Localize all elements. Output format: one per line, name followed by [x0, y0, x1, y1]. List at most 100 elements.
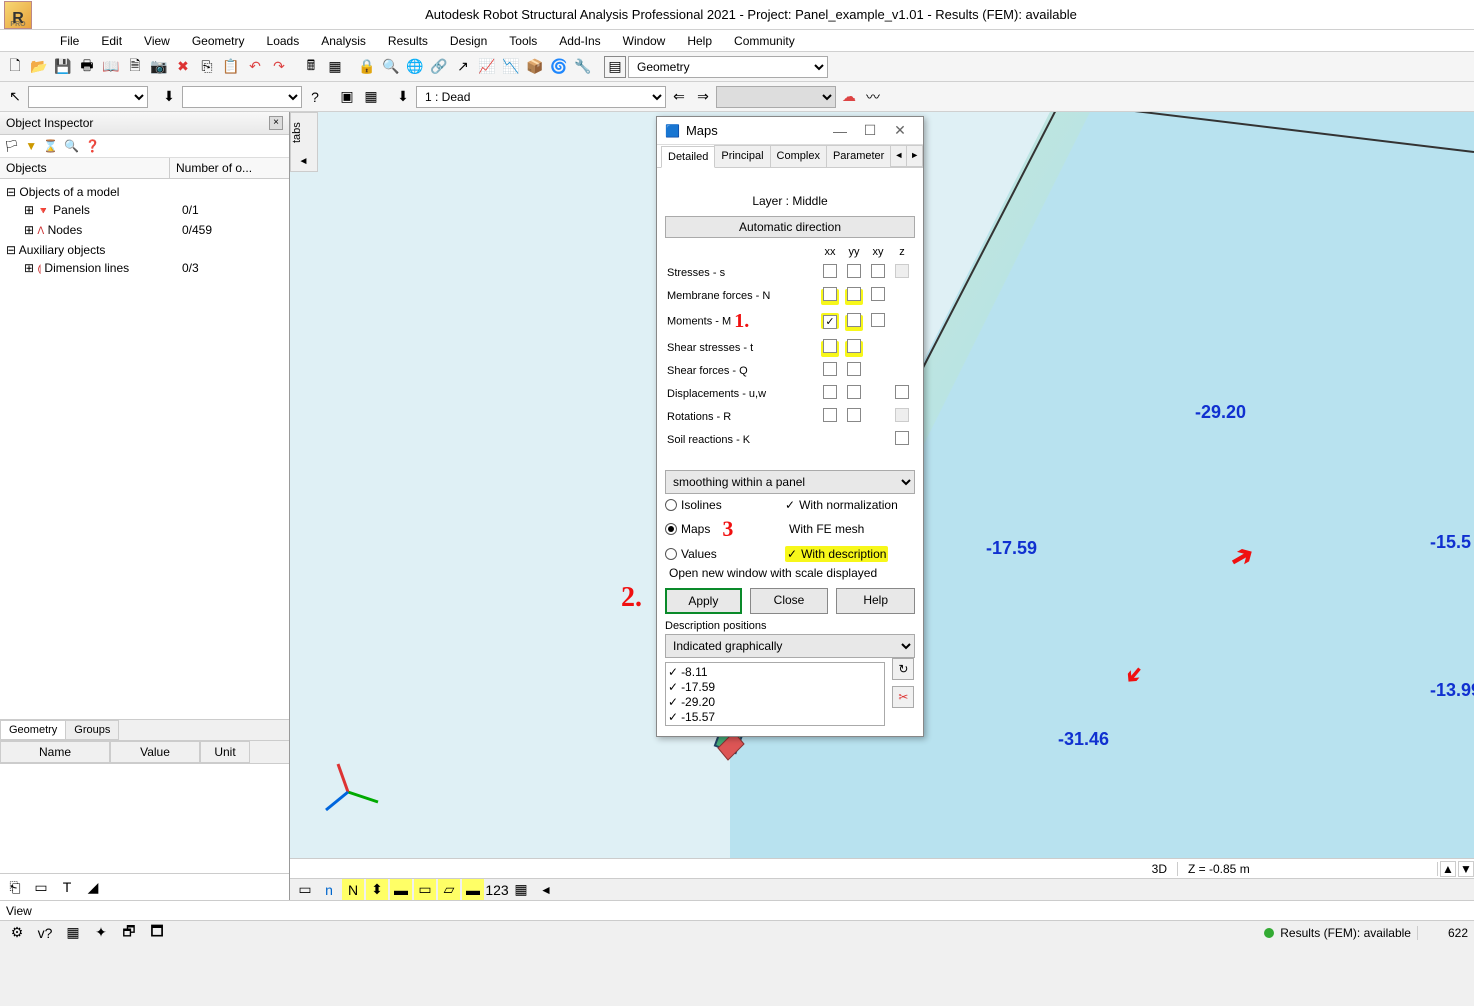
tree-item[interactable]: ⊞ ᐱ Nodes0/459: [6, 221, 283, 241]
wrench-icon[interactable]: 🔧: [572, 56, 594, 78]
tab-complex[interactable]: Complex: [770, 145, 827, 167]
undo-icon[interactable]: ↶: [244, 56, 266, 78]
load-prev-icon[interactable]: ⇐: [668, 86, 690, 108]
menu-add-ins[interactable]: Add-Ins: [549, 32, 610, 50]
loadcase-select[interactable]: 1 : Dead: [416, 86, 666, 108]
open-icon[interactable]: 📂: [28, 56, 50, 78]
cb-icon-6[interactable]: ▭: [414, 879, 436, 901]
filter2-icon[interactable]: ▼: [25, 139, 37, 153]
checkbox[interactable]: [895, 264, 909, 278]
chart2-icon[interactable]: 📉: [500, 56, 522, 78]
save-icon[interactable]: 💾: [52, 56, 74, 78]
delete-icon[interactable]: ✖: [172, 56, 194, 78]
cb-icon-10[interactable]: ▦: [510, 879, 532, 901]
menu-help[interactable]: Help: [677, 32, 722, 50]
filter1-icon[interactable]: 🏳: [4, 139, 19, 153]
info-icon[interactable]: ❓: [85, 139, 100, 153]
cb-icon-9[interactable]: 123: [486, 879, 508, 901]
checkbox[interactable]: [785, 498, 795, 512]
maps-titlebar[interactable]: 🟦 Maps — ☐ ✕: [657, 117, 923, 145]
grid-icon[interactable]: ▦: [360, 86, 382, 108]
auto-direction-button[interactable]: Automatic direction: [665, 216, 915, 238]
tab-prev-icon[interactable]: ◄: [890, 145, 907, 167]
menu-view[interactable]: View: [134, 32, 180, 50]
wave-icon[interactable]: 〰: [862, 86, 884, 108]
checkbox[interactable]: [871, 264, 885, 278]
checkbox[interactable]: [668, 665, 678, 680]
menu-design[interactable]: Design: [440, 32, 497, 50]
checkbox[interactable]: [847, 313, 861, 327]
sb-icon-4[interactable]: ✦: [90, 922, 112, 944]
sb-icon-3[interactable]: ▦: [62, 922, 84, 944]
sb-icon-2[interactable]: v?: [34, 922, 56, 944]
checkbox[interactable]: [823, 339, 837, 353]
checkbox[interactable]: [823, 315, 837, 329]
tab-detailed[interactable]: Detailed: [661, 146, 715, 168]
wind-icon[interactable]: 🌀: [548, 56, 570, 78]
checkbox[interactable]: [847, 408, 861, 422]
checkbox[interactable]: [668, 695, 678, 710]
desc-list-item[interactable]: -17.59: [668, 680, 882, 695]
maximize-icon[interactable]: ☐: [855, 122, 885, 139]
cb-icon-4[interactable]: ⬍: [366, 879, 388, 901]
object-tree[interactable]: ⊟ Objects of a model⊞ 🔻 Panels0/1⊞ ᐱ Nod…: [0, 179, 289, 719]
help-icon[interactable]: ?: [304, 86, 326, 108]
paste-icon[interactable]: 📋: [220, 56, 242, 78]
cb-icon-3[interactable]: N: [342, 879, 364, 901]
tab-principal[interactable]: Principal: [714, 145, 770, 167]
nav-down-icon[interactable]: ▼: [1458, 861, 1474, 877]
cb-icon-5[interactable]: ▬: [390, 879, 412, 901]
menu-community[interactable]: Community: [724, 32, 805, 50]
checkbox[interactable]: [823, 362, 837, 376]
axis-icon[interactable]: ↗: [452, 56, 474, 78]
checkbox[interactable]: [895, 408, 909, 422]
window-icon[interactable]: ▣: [336, 86, 358, 108]
cb-scroll-left-icon[interactable]: ◄: [540, 883, 552, 897]
sb-icon-5[interactable]: 🗗: [118, 922, 140, 944]
radio[interactable]: [665, 523, 677, 535]
table-icon[interactable]: ▦: [324, 56, 346, 78]
select-3[interactable]: [716, 86, 836, 108]
pointer-icon[interactable]: ⬇: [158, 86, 180, 108]
tree-item[interactable]: ⊟ Auxiliary objects: [6, 241, 283, 259]
cb-icon-1[interactable]: ▭: [294, 879, 316, 901]
search-icon[interactable]: 🔍: [64, 139, 79, 153]
load-icon[interactable]: ⬇: [392, 86, 414, 108]
refresh-icon[interactable]: ↻: [892, 658, 914, 680]
checkbox[interactable]: [847, 385, 861, 399]
tree-item[interactable]: ⊞ ⟬ Dimension lines0/3: [6, 259, 283, 279]
tree-item[interactable]: ⊟ Objects of a model: [6, 183, 283, 201]
radio[interactable]: [665, 499, 677, 511]
sb-icon-6[interactable]: 🗖: [146, 922, 168, 944]
new-icon[interactable]: 🗋: [4, 56, 26, 78]
redo-icon[interactable]: ↷: [268, 56, 290, 78]
preview-icon[interactable]: 🗎: [124, 56, 146, 78]
tab-groups[interactable]: Groups: [65, 720, 119, 740]
checkbox[interactable]: [847, 287, 861, 301]
print-icon[interactable]: 🖶: [76, 56, 98, 78]
tab-parameter[interactable]: Parameter: [826, 145, 891, 167]
menu-tools[interactable]: Tools: [499, 32, 547, 50]
cb-icon-2[interactable]: n: [318, 879, 340, 901]
zoom-icon[interactable]: 🔍: [380, 56, 402, 78]
smoothing-select[interactable]: smoothing within a panel: [665, 470, 915, 494]
copy-icon[interactable]: ⎘: [196, 56, 218, 78]
checkbox[interactable]: [668, 710, 678, 725]
checkbox[interactable]: [847, 339, 861, 353]
cloud-icon[interactable]: ☁: [838, 86, 860, 108]
cb-icon-8[interactable]: ▬: [462, 879, 484, 901]
minimize-icon[interactable]: —: [825, 123, 855, 139]
desc-list-item[interactable]: -29.20: [668, 695, 882, 710]
camera-icon[interactable]: 📷: [148, 56, 170, 78]
checkbox[interactable]: [847, 264, 861, 278]
layout-icon[interactable]: ▤: [604, 56, 626, 78]
desc-pos-select[interactable]: Indicated graphically: [665, 634, 915, 658]
select-2[interactable]: [182, 86, 302, 108]
insp-icon-3[interactable]: T: [56, 876, 78, 898]
checkbox[interactable]: [823, 287, 837, 301]
menu-edit[interactable]: Edit: [91, 32, 132, 50]
desc-list[interactable]: -8.11-17.59-29.20-15.57: [665, 662, 885, 726]
checkbox[interactable]: [871, 287, 885, 301]
tree-item[interactable]: ⊞ 🔻 Panels0/1: [6, 201, 283, 221]
checkbox[interactable]: [847, 362, 861, 376]
